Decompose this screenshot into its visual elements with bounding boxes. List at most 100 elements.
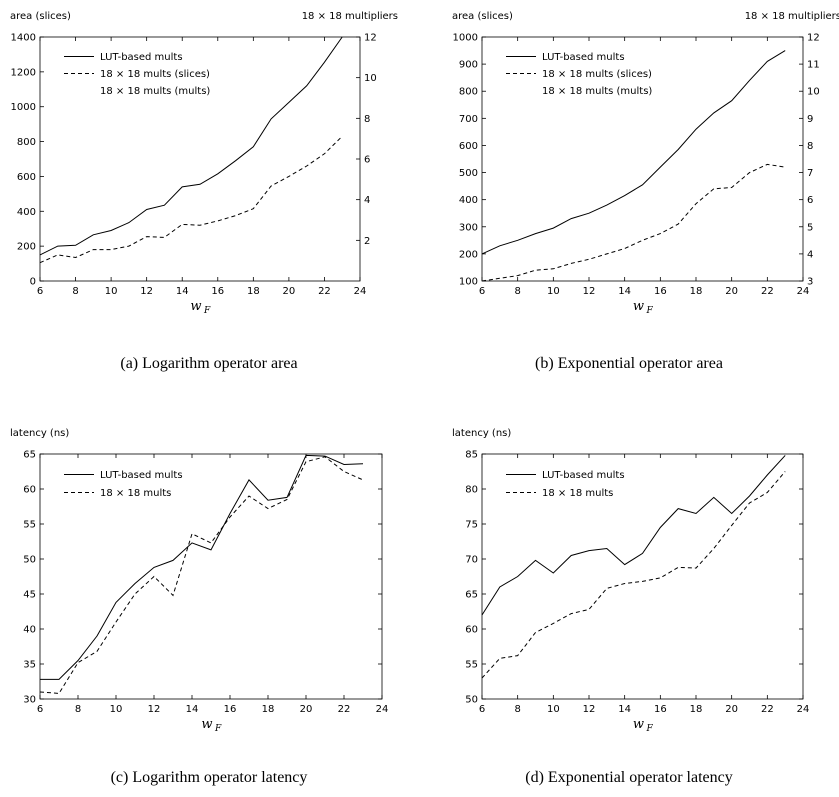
y-tick-label: 600	[17, 172, 36, 183]
x-tick-label: 6	[37, 286, 43, 297]
y-tick-label: 1400	[11, 33, 36, 44]
plot-frame	[481, 36, 804, 282]
y-tick-label: 75	[465, 520, 478, 531]
y-tick-label: 40	[23, 625, 36, 636]
y-tick-label: 500	[459, 168, 478, 179]
chart-panel-exp-latency: latency (ns) 6 8 10 12 14 16 18 20 22 24 50 55 60 65 70…	[420, 397, 839, 797]
x-axis-label: w	[633, 299, 644, 314]
y-tick-label: 60	[465, 625, 478, 636]
y2-tick-label: 7	[807, 168, 813, 179]
chart-log-area: area (slices) 18 × 18 multipliers 6 8 10 12 14…	[10, 11, 398, 372]
chart-panel-exp-area: area (slices) 18 × 18 multipliers 6 8 10 12 14…	[420, 0, 839, 400]
y-tick-label: 0	[30, 277, 36, 288]
x-tick-label: 20	[300, 704, 313, 715]
x-tick-label: 12	[140, 286, 153, 297]
legend-label: 18 × 18 mults	[542, 488, 613, 499]
y2-tick-label: 2	[364, 236, 370, 247]
x-tick-label: 22	[338, 704, 351, 715]
y2-tick-label: 6	[807, 195, 813, 206]
series-line-dashed	[481, 163, 786, 282]
y2-tick-label: 6	[364, 155, 370, 166]
y-tick-label: 900	[459, 60, 478, 71]
y-tick-label: 55	[465, 660, 478, 671]
chart-exp-area: area (slices) 18 × 18 multipliers 6 8 10 12 14…	[452, 11, 839, 372]
y-tick-label: 35	[23, 660, 36, 671]
chart-log-latency: latency (ns) 6 8 10 12 14 16 18 20 22 24 30 35 40 45 50…	[10, 428, 389, 786]
y2-tick-label: 8	[807, 141, 813, 152]
plot-frame	[39, 453, 383, 700]
x-tick-label: 14	[618, 704, 631, 715]
x-axis-label-subscript: F	[646, 306, 654, 316]
x-tick-label: 10	[105, 286, 118, 297]
x-tick-label: 24	[797, 286, 810, 297]
y-tick-label: 800	[459, 87, 478, 98]
x-tick-label: 12	[583, 286, 596, 297]
x-tick-label: 24	[376, 704, 389, 715]
x-tick-label: 16	[211, 286, 224, 297]
x-tick-label: 20	[283, 286, 296, 297]
series-line-solid	[481, 455, 786, 616]
x-tick-label: 18	[690, 704, 703, 715]
figure-caption: (a) Logarithm operator area	[120, 355, 297, 372]
legend-label: LUT-based mults	[542, 52, 625, 63]
series-line-solid	[39, 36, 343, 256]
x-tick-label: 22	[761, 704, 774, 715]
y-tick-label: 100	[459, 277, 478, 288]
x-axis-label-subscript: F	[214, 724, 222, 734]
y-tick-label: 800	[17, 137, 36, 148]
y2-tick-label: 5	[807, 222, 813, 233]
y-tick-label: 55	[23, 520, 36, 531]
legend-label: 18 × 18 mults	[100, 488, 171, 499]
x-tick-label: 14	[176, 286, 189, 297]
y2-tick-label: 8	[364, 114, 370, 125]
y-tick-label: 50	[465, 695, 478, 706]
y2-axis-label: 18 × 18 multipliers	[302, 11, 398, 22]
series-line-dashed	[39, 456, 364, 694]
x-tick-label: 18	[262, 704, 275, 715]
y2-tick-label: 10	[364, 73, 377, 84]
x-tick-label: 12	[583, 704, 596, 715]
y-tick-label: 45	[23, 590, 36, 601]
x-tick-label: 6	[37, 704, 43, 715]
y2-tick-label: 4	[364, 195, 370, 206]
y2-tick-label: 4	[807, 249, 813, 260]
y-tick-label: 1200	[11, 67, 36, 78]
x-axis-label-subscript: F	[646, 724, 654, 734]
y2-axis-label: 18 × 18 multipliers	[745, 11, 839, 22]
y-tick-label: 85	[465, 450, 478, 461]
x-tick-label: 10	[547, 704, 560, 715]
x-axis-label: w	[190, 299, 201, 314]
x-axis-label-subscript: F	[203, 306, 211, 316]
y-tick-label: 30	[23, 695, 36, 706]
legend-label: 18 × 18 mults (slices)	[100, 69, 210, 80]
y-tick-label: 60	[23, 485, 36, 496]
x-tick-label: 18	[690, 286, 703, 297]
y2-tick-label: 3	[807, 277, 813, 288]
x-tick-label: 20	[725, 704, 738, 715]
x-tick-label: 24	[797, 704, 810, 715]
y-axis-label: area (slices)	[10, 11, 71, 22]
y-tick-label: 200	[459, 249, 478, 260]
legend-label: 18 × 18 mults (mults)	[542, 86, 652, 97]
x-tick-label: 24	[354, 286, 367, 297]
y-tick-label: 65	[23, 450, 36, 461]
y2-tick-label: 12	[364, 33, 377, 44]
legend-label: LUT-based mults	[100, 470, 183, 481]
series-line-solid	[40, 454, 364, 680]
y-tick-label: 1000	[453, 33, 478, 44]
legend-label: LUT-based mults	[542, 470, 625, 481]
y-tick-label: 50	[23, 555, 36, 566]
series-line-dashed	[481, 471, 786, 679]
x-tick-label: 6	[479, 286, 485, 297]
x-tick-label: 16	[224, 704, 237, 715]
y-tick-label: 400	[459, 195, 478, 206]
y-axis-label: area (slices)	[452, 11, 513, 22]
x-tick-label: 8	[72, 286, 78, 297]
x-tick-label: 10	[110, 704, 123, 715]
y2-tick-label: 10	[807, 87, 820, 98]
x-tick-label: 14	[186, 704, 199, 715]
x-tick-label: 16	[654, 704, 667, 715]
series-line-dashed	[39, 135, 343, 264]
y-tick-label: 80	[465, 485, 478, 496]
chart-panel-log-latency: latency (ns) 6 8 10 12 14 16 18 20 22 24 30 35 40 45 50…	[0, 397, 419, 797]
